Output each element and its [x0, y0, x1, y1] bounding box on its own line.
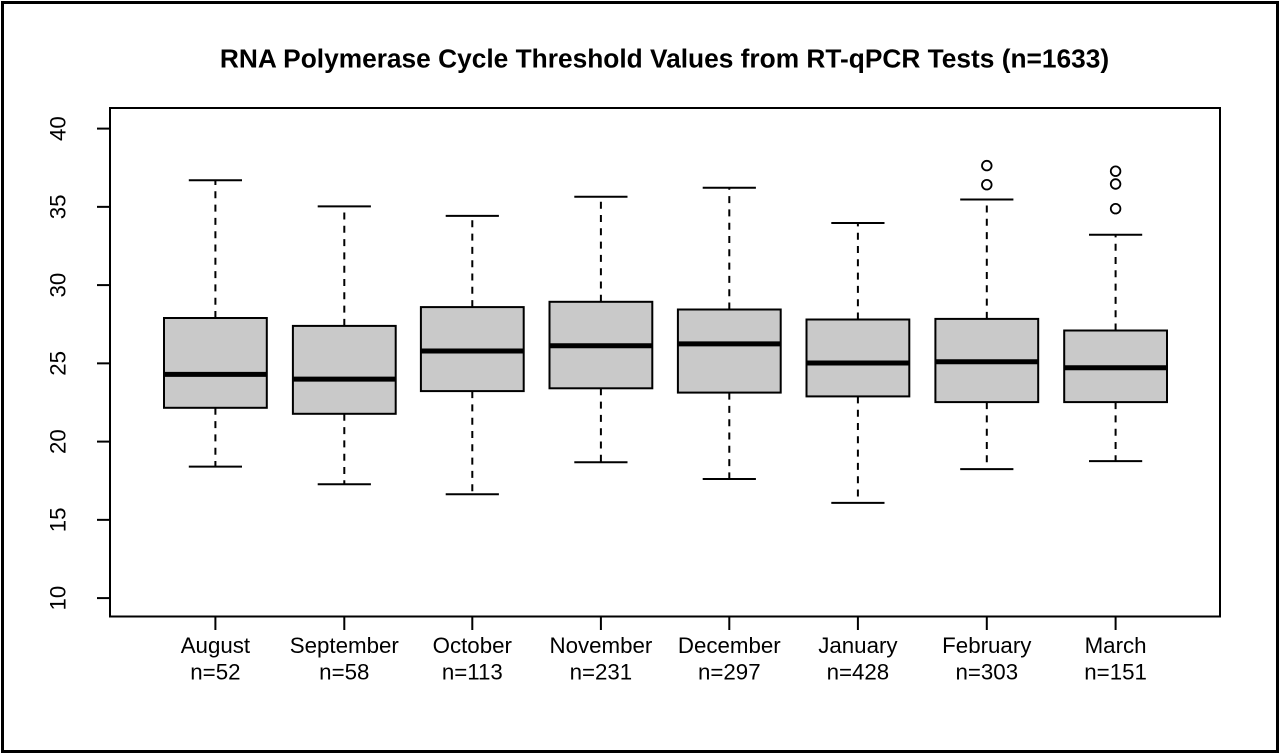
svg-text:15: 15 — [46, 507, 71, 532]
svg-text:August: August — [181, 633, 251, 658]
svg-text:n=428: n=428 — [827, 659, 890, 684]
svg-text:October: October — [433, 633, 513, 658]
svg-text:n=151: n=151 — [1084, 659, 1147, 684]
svg-text:September: September — [290, 633, 400, 658]
svg-text:February: February — [942, 633, 1032, 658]
svg-text:35: 35 — [46, 194, 71, 219]
svg-text:November: November — [549, 633, 652, 658]
svg-text:40: 40 — [46, 116, 71, 141]
svg-text:n=303: n=303 — [955, 659, 1018, 684]
svg-text:20: 20 — [46, 429, 71, 454]
svg-text:January: January — [818, 633, 898, 658]
svg-text:30: 30 — [46, 273, 71, 298]
svg-text:RNA Polymerase Cycle Threshold: RNA Polymerase Cycle Threshold Values fr… — [220, 44, 1109, 74]
svg-text:n=113: n=113 — [442, 659, 503, 684]
svg-text:10: 10 — [46, 586, 71, 611]
svg-text:n=58: n=58 — [319, 659, 369, 684]
svg-text:n=52: n=52 — [190, 659, 240, 684]
svg-text:25: 25 — [46, 351, 71, 376]
svg-text:March: March — [1085, 633, 1147, 658]
svg-text:n=297: n=297 — [698, 659, 761, 684]
svg-text:December: December — [678, 633, 781, 658]
svg-text:n=231: n=231 — [570, 659, 633, 684]
